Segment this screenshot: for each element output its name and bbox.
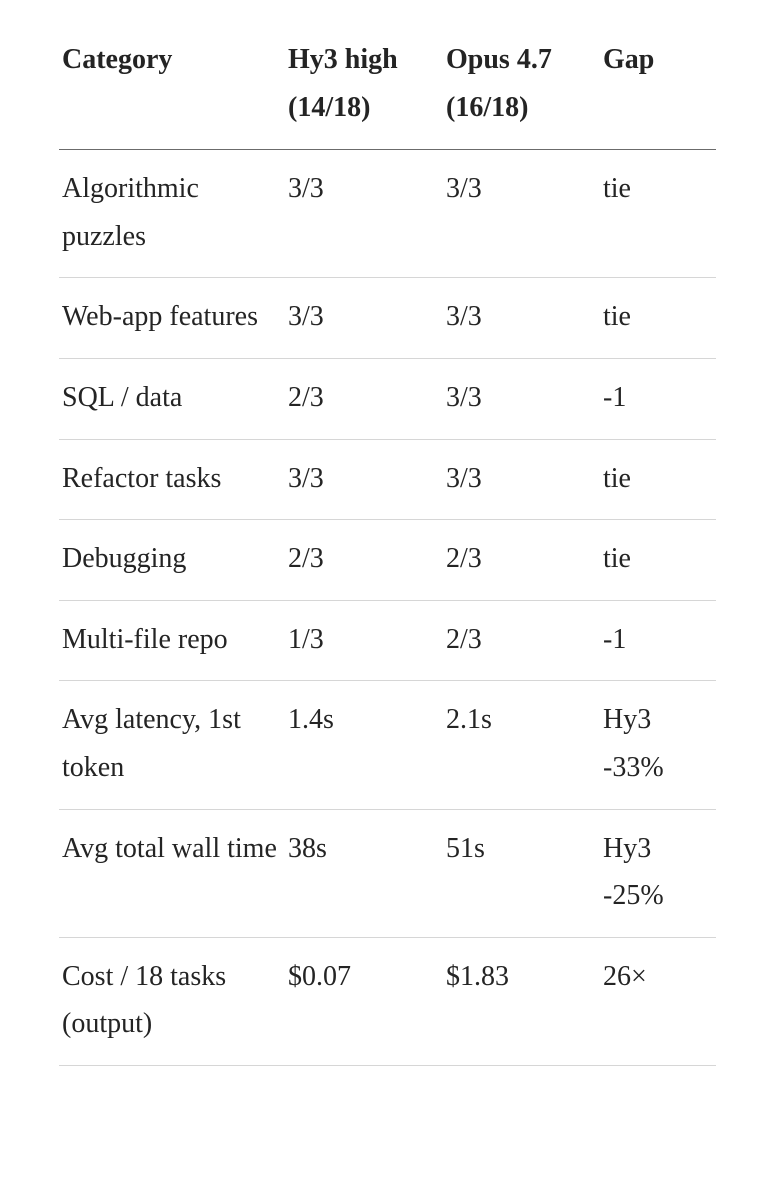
cell-hy3: 1.4s [285, 680, 443, 810]
cell-gap: Hy3 -25% [600, 809, 716, 938]
cell-gap: Hy3 -33% [600, 680, 716, 810]
header-gap: Gap [600, 36, 716, 151]
cell-opus: 3/3 [443, 277, 600, 359]
cell-opus: 3/3 [443, 358, 600, 440]
comparison-table-container: Category Hy3 high (14/18) Opus 4.7 (16/1… [59, 36, 716, 1066]
table-row: Debugging 2/3 2/3 tie [59, 519, 716, 601]
cell-gap: tie [600, 519, 716, 601]
cell-gap: tie [600, 277, 716, 359]
cell-hy3: 3/3 [285, 439, 443, 521]
cell-category: Algorithmic puzzles [59, 149, 285, 279]
cell-hy3: 2/3 [285, 358, 443, 440]
cell-gap: tie [600, 149, 716, 279]
cell-hy3: 2/3 [285, 519, 443, 601]
cell-category: Refactor tasks [59, 439, 285, 521]
cell-opus: 2/3 [443, 519, 600, 601]
cell-hy3: 3/3 [285, 277, 443, 359]
cell-opus: 3/3 [443, 439, 600, 521]
cell-opus: 3/3 [443, 149, 600, 279]
table-row: Refactor tasks 3/3 3/3 tie [59, 439, 716, 521]
header-opus: Opus 4.7 (16/18) [443, 36, 600, 151]
table-row: Multi-file repo 1/3 2/3 -1 [59, 600, 716, 682]
cell-category: Avg latency, 1st token [59, 680, 285, 810]
cell-opus: 2/3 [443, 600, 600, 682]
cell-category: Cost / 18 tasks (output) [59, 937, 285, 1066]
cell-opus: 51s [443, 809, 600, 938]
table-row: Web-app features 3/3 3/3 tie [59, 277, 716, 359]
table-row: Cost / 18 tasks (output) $0.07 $1.83 26× [59, 937, 716, 1066]
cell-hy3: 1/3 [285, 600, 443, 682]
cell-hy3: 38s [285, 809, 443, 938]
cell-gap: tie [600, 439, 716, 521]
cell-gap: 26× [600, 937, 716, 1066]
table-header-row: Category Hy3 high (14/18) Opus 4.7 (16/1… [59, 36, 716, 151]
table-row: SQL / data 2/3 3/3 -1 [59, 358, 716, 440]
cell-category: SQL / data [59, 358, 285, 440]
comparison-table: Category Hy3 high (14/18) Opus 4.7 (16/1… [59, 36, 716, 1066]
cell-opus: 2.1s [443, 680, 600, 810]
cell-category: Avg total wall time [59, 809, 285, 938]
cell-category: Multi-file repo [59, 600, 285, 682]
table-row: Avg total wall time 38s 51s Hy3 -25% [59, 809, 716, 938]
header-category: Category [59, 36, 285, 151]
cell-gap: -1 [600, 358, 716, 440]
cell-hy3: $0.07 [285, 937, 443, 1066]
cell-category: Web-app features [59, 277, 285, 359]
cell-hy3: 3/3 [285, 149, 443, 279]
cell-opus: $1.83 [443, 937, 600, 1066]
cell-category: Debugging [59, 519, 285, 601]
table-row: Algorithmic puzzles 3/3 3/3 tie [59, 149, 716, 279]
header-hy3-high: Hy3 high (14/18) [285, 36, 443, 151]
cell-gap: -1 [600, 600, 716, 682]
table-row: Avg latency, 1st token 1.4s 2.1s Hy3 -33… [59, 680, 716, 810]
